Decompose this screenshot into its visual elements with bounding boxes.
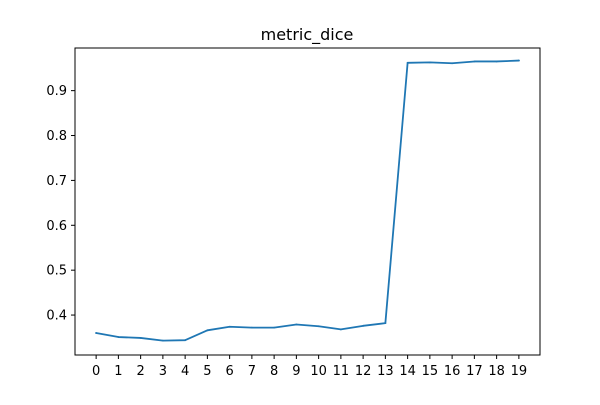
data-point [139,337,142,339]
data-point [161,339,164,342]
x-tick-label: 14 [399,364,416,379]
x-tick-label: 16 [444,364,461,379]
y-axis: 0.4 0.5 0.6 0.7 0.8 0.9 [46,84,75,324]
x-tick-label: 18 [488,364,505,379]
x-axis: 0 1 2 3 4 5 6 7 8 9 10 11 12 13 14 15 16 17 18 19 [92,355,527,379]
x-tick-label: 6 [225,364,233,379]
x-tick-label: 1 [114,364,122,379]
data-point [384,322,387,325]
data-point [95,332,98,334]
data-point [273,326,276,329]
data-point [451,62,454,65]
data-point [428,61,431,64]
x-tick-label: 4 [181,364,189,379]
y-tick-label: 0.9 [46,84,67,99]
plot-frame [74,47,541,356]
data-point [295,323,298,326]
x-tick-label: 3 [159,364,167,379]
data-point [228,325,231,328]
data-point [184,339,187,342]
data-point [473,60,476,63]
data-point [362,324,365,327]
x-tick-label: 15 [422,364,439,379]
data-point [117,336,120,338]
x-tick-label: 13 [377,364,394,379]
x-tick-label: 5 [203,364,211,379]
x-tick-label: 7 [248,364,256,379]
series-line [95,59,520,342]
x-tick-label: 0 [92,364,100,379]
data-point [517,59,520,62]
data-point [250,326,253,329]
x-tick-label: 19 [511,364,528,379]
x-tick-label: 12 [355,364,372,379]
y-tick-label: 0.4 [46,309,67,324]
chart-title: metric_dice [261,25,354,45]
x-tick-label: 9 [292,364,300,379]
x-tick-label: 10 [310,364,327,379]
y-tick-label: 0.7 [46,174,67,189]
data-point [495,60,498,63]
y-tick-label: 0.8 [46,129,67,144]
x-tick-label: 8 [270,364,278,379]
data-point [339,328,342,331]
x-tick-label: 2 [136,364,144,379]
data-point [406,61,409,64]
data-point [317,325,320,328]
x-tick-label: 11 [333,364,350,379]
data-point [206,329,209,332]
y-tick-label: 0.5 [46,264,67,279]
x-tick-label: 17 [466,364,483,379]
y-tick-label: 0.6 [46,219,67,234]
